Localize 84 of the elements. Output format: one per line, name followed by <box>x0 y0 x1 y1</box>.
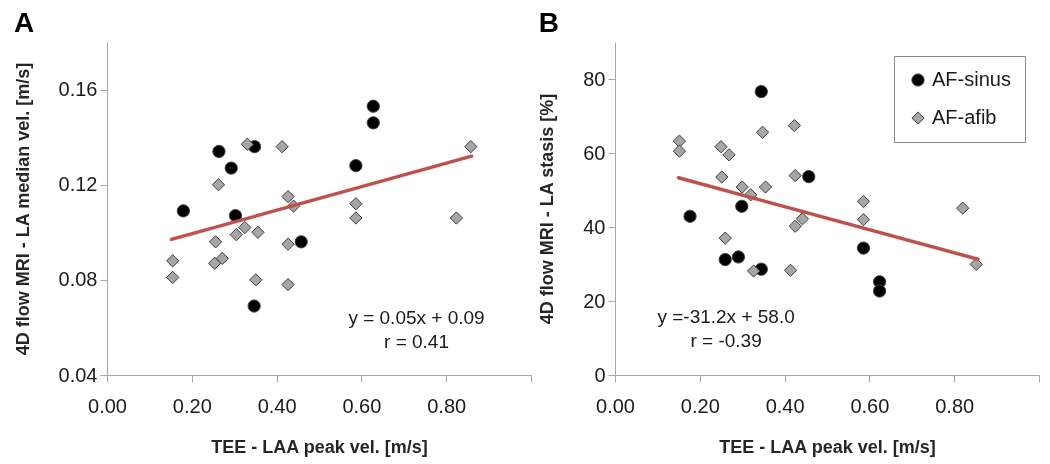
point <box>449 211 463 225</box>
chart-title: B <box>538 7 559 38</box>
y-tick-label: 0.04 <box>58 363 98 386</box>
point <box>747 264 761 278</box>
x-tick-label: 0.80 <box>427 394 467 417</box>
point <box>229 228 243 242</box>
point <box>212 144 226 159</box>
point <box>722 148 736 162</box>
chart-title: A <box>14 7 35 38</box>
point <box>718 252 732 267</box>
point <box>714 140 728 154</box>
point <box>349 211 363 225</box>
point <box>224 161 238 175</box>
y-tick-label: 0 <box>594 363 606 386</box>
y-tick-label: 40 <box>583 215 606 238</box>
point <box>956 201 970 215</box>
point <box>788 168 802 183</box>
point <box>176 204 190 218</box>
x-tick-label: 0.40 <box>765 394 805 417</box>
point <box>715 170 729 184</box>
point <box>758 180 773 194</box>
point <box>238 220 252 235</box>
point <box>366 99 380 113</box>
point <box>251 225 265 239</box>
legend-label: AF-sinus <box>932 68 1011 90</box>
y-tick-label: 80 <box>583 67 606 90</box>
point <box>856 194 871 209</box>
point <box>731 250 746 264</box>
x-axis-title: TEE - LAA peak vel. [m/s] <box>211 436 428 457</box>
point <box>275 140 289 154</box>
annotation: r = -0.39 <box>690 330 762 352</box>
y-tick-label: 0.08 <box>58 268 98 291</box>
point <box>215 251 229 266</box>
y-axis-title: 4D flow MRI - LA median vel. [m/s] <box>12 62 33 356</box>
point <box>349 197 363 211</box>
point <box>755 125 770 139</box>
point <box>718 231 732 245</box>
point <box>856 212 871 227</box>
annotation: y = 0.05x + 0.09 <box>348 307 485 329</box>
point <box>166 254 180 268</box>
point <box>683 209 697 223</box>
y-tick-label: 20 <box>583 289 606 312</box>
x-tick-label: 0.20 <box>172 394 212 417</box>
point <box>208 256 222 270</box>
point <box>240 137 254 151</box>
point <box>366 116 380 130</box>
point <box>787 119 801 133</box>
point <box>464 140 478 154</box>
x-tick-label: 0.80 <box>935 394 975 417</box>
point <box>856 241 871 255</box>
point <box>247 299 261 313</box>
point <box>166 270 180 285</box>
y-tick-label: 0.12 <box>58 173 98 196</box>
point <box>249 273 263 287</box>
point <box>754 84 768 99</box>
x-tick-label: 0.00 <box>88 394 127 417</box>
point <box>281 277 295 292</box>
x-tick-label: 0.40 <box>257 394 297 417</box>
annotation: r = 0.41 <box>384 331 449 353</box>
point <box>735 199 749 213</box>
point <box>795 212 810 226</box>
annotation: y =-31.2x + 58.0 <box>657 306 795 328</box>
point <box>294 235 308 249</box>
point <box>672 144 687 158</box>
point <box>349 159 363 173</box>
point <box>735 180 749 194</box>
legend-label: AF-afib <box>932 106 997 128</box>
point <box>788 219 802 233</box>
x-tick-label: 0.60 <box>850 394 890 417</box>
y-tick-label: 60 <box>583 141 606 164</box>
point <box>802 170 816 184</box>
point <box>281 189 295 204</box>
point <box>211 178 226 192</box>
point <box>208 235 223 249</box>
y-tick-label: 0.16 <box>58 78 98 101</box>
x-tick-label: 0.20 <box>680 394 720 417</box>
y-axis-title: 4D flow MRI - LA stasis [%] <box>537 93 558 325</box>
point <box>872 284 887 298</box>
x-axis-title: TEE - LAA peak vel. [m/s] <box>719 436 936 457</box>
x-tick-label: 0.60 <box>342 394 382 417</box>
point <box>672 134 687 148</box>
point <box>783 263 798 277</box>
point <box>281 237 295 251</box>
x-tick-label: 0.00 <box>596 394 635 417</box>
